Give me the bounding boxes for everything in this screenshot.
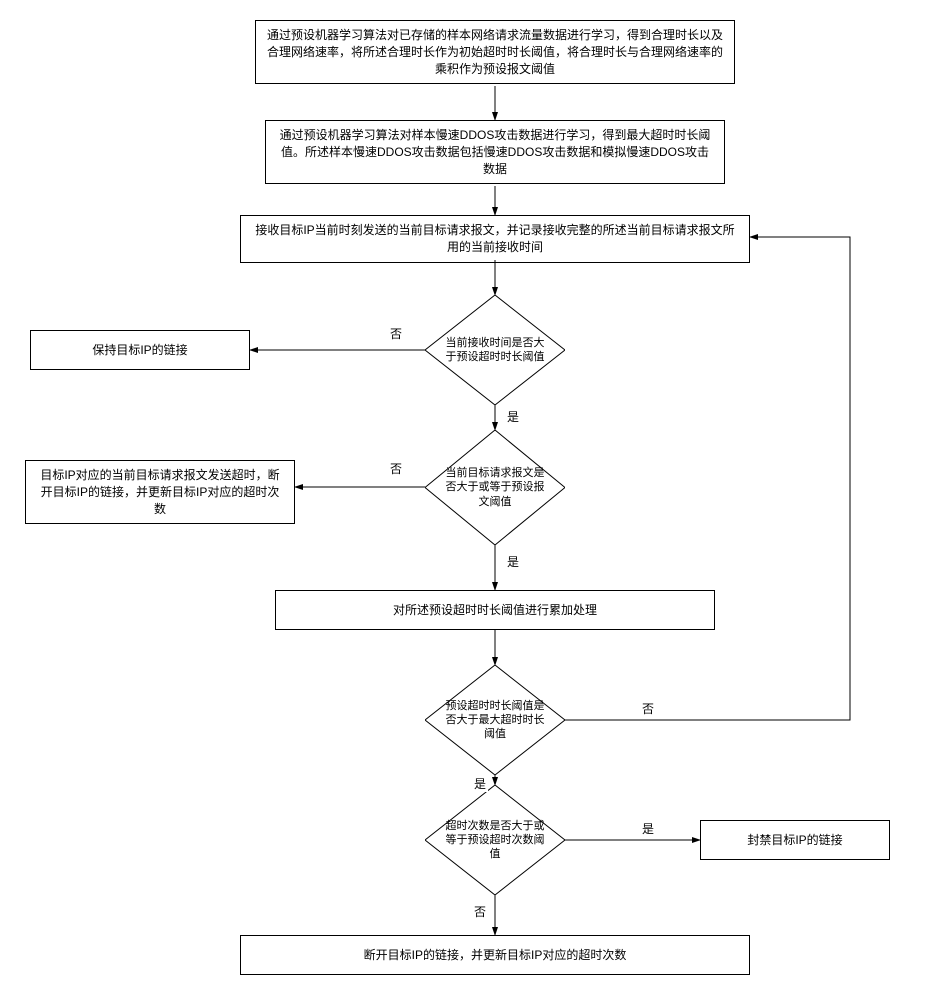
text: 通过预设机器学习算法对已存储的样本网络请求流量数据进行学习，得到合理时长以及合理… bbox=[266, 27, 724, 77]
process-learn-ddos: 通过预设机器学习算法对样本慢速DDOS攻击数据进行学习，得到最大超时时长阈值。所… bbox=[265, 120, 725, 184]
label-d4-yes: 是 bbox=[640, 820, 656, 837]
process-receive-request: 接收目标IP当前时刻发送的当前目标请求报文，并记录接收完整的所述当前目标请求报文… bbox=[240, 215, 750, 263]
decision-request-ge-msg-threshold: 当前目标请求报文是否大于或等于预设报文阈值 bbox=[425, 430, 565, 545]
label-d1-yes: 是 bbox=[505, 408, 521, 425]
text: 超时次数是否大于或等于预设超时次数阈值 bbox=[443, 819, 548, 862]
label-d3-no: 否 bbox=[640, 700, 656, 717]
text: 通过预设机器学习算法对样本慢速DDOS攻击数据进行学习，得到最大超时时长阈值。所… bbox=[276, 127, 714, 177]
label-d2-yes: 是 bbox=[505, 553, 521, 570]
process-accumulate: 对所述预设超时时长阈值进行累加处理 bbox=[275, 590, 715, 630]
label-d1-no: 否 bbox=[388, 325, 404, 342]
text: 当前接收时间是否大于预设超时时长阈值 bbox=[443, 336, 548, 365]
text: 当前目标请求报文是否大于或等于预设报文阈值 bbox=[443, 466, 548, 509]
text: 封禁目标IP的链接 bbox=[747, 832, 842, 849]
decision-recv-time-gt-threshold: 当前接收时间是否大于预设超时时长阈值 bbox=[425, 295, 565, 405]
decision-count-ge-threshold: 超时次数是否大于或等于预设超时次数阈值 bbox=[425, 785, 565, 895]
process-ban-link: 封禁目标IP的链接 bbox=[700, 820, 890, 860]
text: 对所述预设超时时长阈值进行累加处理 bbox=[393, 602, 597, 619]
text: 断开目标IP的链接，并更新目标IP对应的超时次数 bbox=[364, 947, 627, 964]
label-d2-no: 否 bbox=[388, 460, 404, 477]
process-disconnect-update: 断开目标IP的链接，并更新目标IP对应的超时次数 bbox=[240, 935, 750, 975]
process-learn-flow: 通过预设机器学习算法对已存储的样本网络请求流量数据进行学习，得到合理时长以及合理… bbox=[255, 20, 735, 84]
label-d4-no: 否 bbox=[472, 903, 488, 920]
decision-threshold-gt-max: 预设超时时长阈值是否大于最大超时时长阈值 bbox=[425, 665, 565, 775]
label-d3-yes: 是 bbox=[472, 775, 488, 792]
process-keep-link: 保持目标IP的链接 bbox=[30, 330, 250, 370]
text: 接收目标IP当前时刻发送的当前目标请求报文，并记录接收完整的所述当前目标请求报文… bbox=[251, 222, 739, 256]
process-timeout-disconnect: 目标IP对应的当前目标请求报文发送超时，断开目标IP的链接，并更新目标IP对应的… bbox=[25, 460, 295, 524]
text: 预设超时时长阈值是否大于最大超时时长阈值 bbox=[443, 699, 548, 742]
text: 目标IP对应的当前目标请求报文发送超时，断开目标IP的链接，并更新目标IP对应的… bbox=[36, 467, 284, 517]
text: 保持目标IP的链接 bbox=[92, 342, 187, 359]
